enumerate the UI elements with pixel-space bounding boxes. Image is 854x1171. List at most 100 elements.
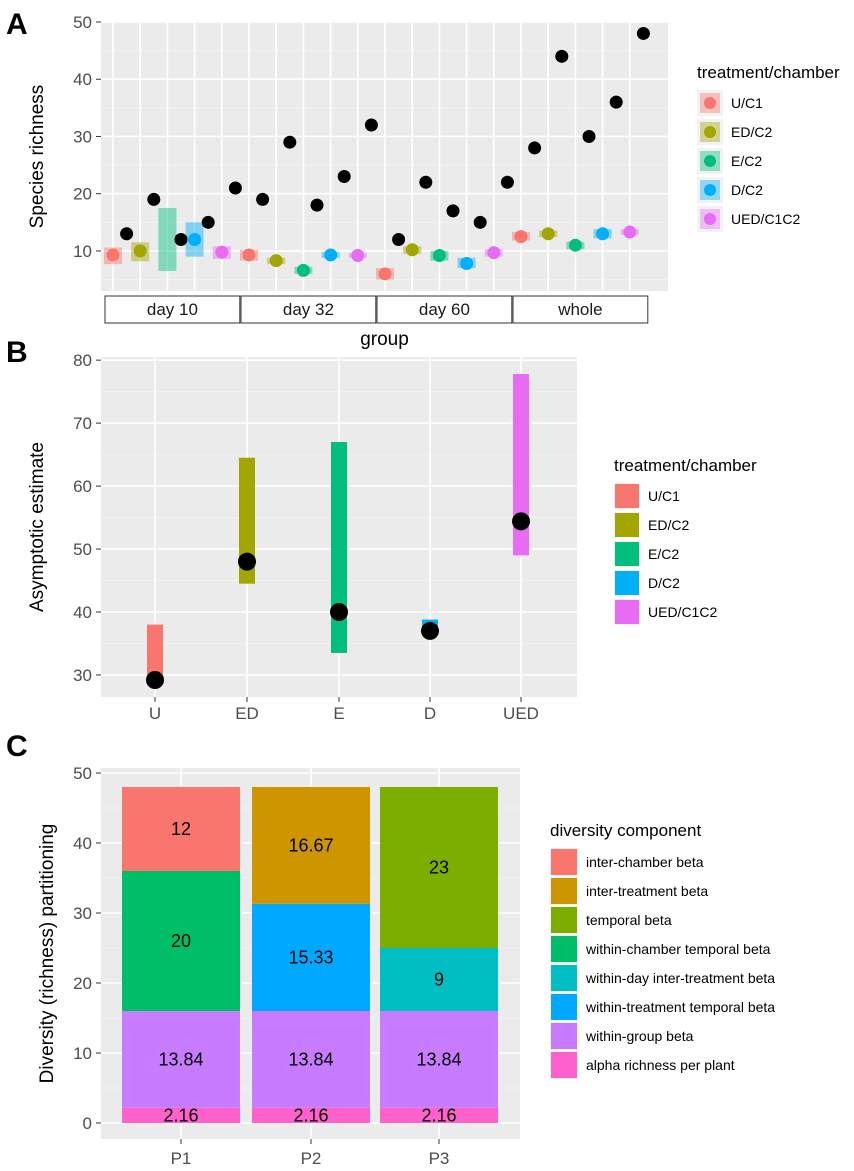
legend-label-d-c2: D/C2 xyxy=(648,575,680,591)
mean-point-day-60-ued-c1c2 xyxy=(487,246,501,260)
bar-value-label-p1-within-group-beta: 13.84 xyxy=(158,1049,203,1069)
legend-label-inter-chamber-beta: inter-chamber beta xyxy=(586,854,704,870)
y-tick-label: 20 xyxy=(73,974,92,993)
panel-label-b: B xyxy=(6,336,28,369)
bar-segment-p1-alpha-richness-per-plant xyxy=(122,1107,240,1123)
interval-bar-u xyxy=(147,624,163,680)
mean-point-day-60-d-c2 xyxy=(460,257,474,271)
x-tick-label-p2: P2 xyxy=(301,1149,322,1168)
total-point-whole-ued-c1c2 xyxy=(636,26,650,40)
y-tick-label: 70 xyxy=(73,414,92,433)
legend-swatch-inter-treatment-beta xyxy=(551,878,577,904)
mean-point-day-10-d-c2 xyxy=(188,232,202,246)
legend-label-within-treatment-temporal-beta: within-treatment temporal beta xyxy=(585,999,775,1015)
total-point-day-32-e-c2 xyxy=(310,198,324,212)
facet-strip-whole xyxy=(512,295,649,324)
bar-segment-p3-within-day-inter-treatment-beta xyxy=(380,948,498,1011)
legend-swatch-ed-c2 xyxy=(615,513,639,537)
mean-point-day-60-e-c2 xyxy=(432,249,446,263)
bar-segment-p1-inter-chamber-beta xyxy=(122,787,240,871)
bar-value-label-p3-within-day-inter-treatment-beta: 9 xyxy=(434,970,444,990)
total-point-day-32-ued-c1c2 xyxy=(364,118,378,132)
legend-title: diversity component xyxy=(550,821,701,840)
legend-label-within-group-beta: within-group beta xyxy=(585,1028,694,1044)
legend-title: treatment/chamber xyxy=(697,63,840,82)
bar-segment-p2-within-group-beta xyxy=(252,1011,370,1108)
y-tick-label: 20 xyxy=(73,185,92,204)
legend-point-ued-c1c2 xyxy=(704,213,716,225)
bar-value-label-p2-within-treatment-temporal-beta: 15.33 xyxy=(288,947,333,967)
bar-value-label-p2-inter-treatment-beta: 16.67 xyxy=(288,835,333,855)
mean-point-day-60-u-c1 xyxy=(378,267,392,281)
mean-point-day-32-ued-c1c2 xyxy=(351,249,365,263)
mean-point-whole-d-c2 xyxy=(596,227,610,241)
total-point-day-10-ued-c1c2 xyxy=(228,181,242,195)
legend-label-e-c2: E/C2 xyxy=(648,546,679,562)
legend-label-within-day-inter-treatment-beta: within-day inter-treatment beta xyxy=(585,970,775,986)
error-bar-day-10-e-c2 xyxy=(158,208,177,271)
mean-point-day-10-u-c1 xyxy=(106,248,120,262)
y-tick-label: 10 xyxy=(73,242,92,261)
bar-value-label-p1-alpha-richness-per-plant: 2.16 xyxy=(163,1105,198,1125)
estimate-point-e xyxy=(330,603,348,621)
y-tick-label: 50 xyxy=(73,540,92,559)
y-tick-label: 30 xyxy=(73,904,92,923)
x-tick-label-ed: ED xyxy=(235,704,259,723)
y-tick-label: 30 xyxy=(73,127,92,146)
bar-segment-p2-inter-treatment-beta xyxy=(252,787,370,904)
legend-label-temporal-beta: temporal beta xyxy=(586,912,672,928)
x-tick-label-p3: P3 xyxy=(429,1149,450,1168)
y-tick-label: 40 xyxy=(73,70,92,89)
facet-label-day-60: day 60 xyxy=(419,300,470,319)
mean-point-day-10-ued-c1c2 xyxy=(215,245,229,259)
facet-strip-day-10 xyxy=(104,295,241,324)
total-point-whole-ed-c2 xyxy=(555,49,569,63)
legend-label-ued-c1c2: UED/C1C2 xyxy=(731,211,800,227)
total-point-day-10-e-c2 xyxy=(174,232,188,246)
y-tick-label: 0 xyxy=(83,1114,92,1133)
facet-label-day-32: day 32 xyxy=(283,300,334,319)
bar-value-label-p3-within-group-beta: 13.84 xyxy=(416,1049,461,1069)
mean-point-day-32-u-c1 xyxy=(242,248,256,262)
estimate-point-u xyxy=(146,671,164,689)
panel-a-species-richness-chart: 10 20 30 40 50 day 10 day 32 day 60 whole group Sp… xyxy=(27,13,840,350)
bar-value-label-p2-within-group-beta: 13.84 xyxy=(288,1049,333,1069)
y-tick-label: 60 xyxy=(73,477,92,496)
total-point-day-32-ed-c2 xyxy=(283,135,297,149)
total-point-whole-e-c2 xyxy=(582,129,596,143)
total-point-day-60-e-c2 xyxy=(446,204,460,218)
legend-swatch-inter-chamber-beta xyxy=(551,849,577,875)
legend-point-d-c2 xyxy=(704,184,716,196)
total-point-day-60-u-c1 xyxy=(392,232,406,246)
bar-segment-p1-within-group-beta xyxy=(122,1011,240,1108)
facet-label-whole: whole xyxy=(557,300,602,319)
legend-point-u-c1 xyxy=(704,97,716,109)
y-axis-title: Species richness xyxy=(27,85,48,229)
y-axis-title: Asymptotic estimate xyxy=(27,442,48,612)
x-tick-label-ued: UED xyxy=(503,704,539,723)
estimate-point-d xyxy=(421,621,439,640)
estimate-point-ed xyxy=(238,552,256,571)
total-point-whole-u-c1 xyxy=(528,141,542,155)
bar-value-label-p3-alpha-richness-per-plant: 2.16 xyxy=(421,1105,456,1125)
legend-label-u-c1: U/C1 xyxy=(648,488,680,504)
legend-swatch-alpha-richness-per-plant xyxy=(551,1052,577,1078)
legend-swatch-u-c1 xyxy=(615,484,639,508)
total-point-day-32-d-c2 xyxy=(337,170,351,184)
y-tick-label: 10 xyxy=(73,1044,92,1063)
estimate-point-ued xyxy=(512,512,530,531)
bar-segment-p1-within-chamber-temporal-beta xyxy=(122,871,240,1011)
x-tick-label-u: U xyxy=(149,704,161,723)
legend-swatch-within-day-inter-treatment-beta xyxy=(551,965,577,991)
mean-point-whole-ued-c1c2 xyxy=(623,225,637,239)
legend-label-ued-c1c2: UED/C1C2 xyxy=(648,604,717,620)
legend-swatch-within-group-beta xyxy=(551,1023,577,1049)
legend-label-alpha-richness-per-plant: alpha richness per plant xyxy=(586,1057,735,1073)
y-tick-label: 40 xyxy=(73,834,92,853)
legend-label-within-chamber-temporal-beta: within-chamber temporal beta xyxy=(585,941,771,957)
mean-point-day-60-ed-c2 xyxy=(405,243,419,257)
bar-value-label-p3-temporal-beta: 23 xyxy=(429,858,449,878)
legend-label-ed-c2: ED/C2 xyxy=(648,517,689,533)
